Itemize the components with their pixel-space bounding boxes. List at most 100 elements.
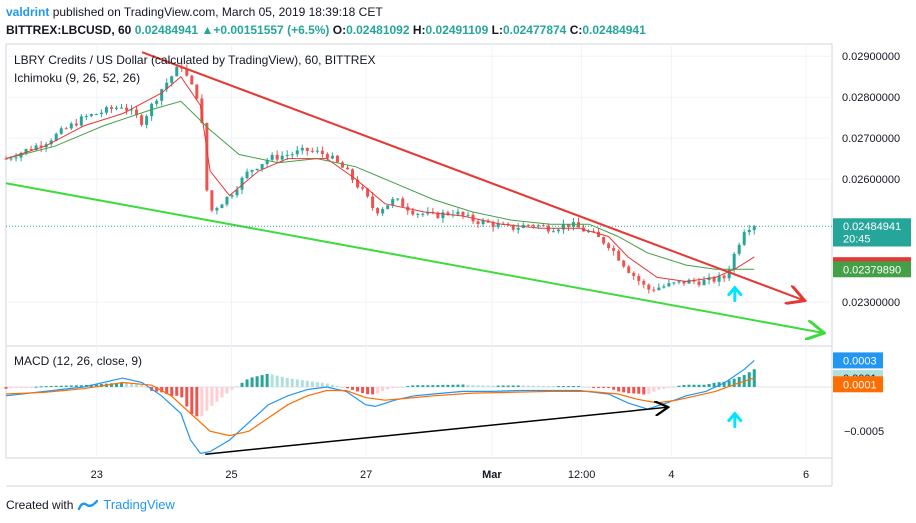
macd-histogram-bar: [29, 386, 33, 388]
candle-body: [39, 145, 43, 148]
macd-histogram-bar: [597, 386, 601, 388]
macd-histogram-bar: [662, 386, 666, 389]
candle-body: [155, 100, 159, 104]
candle-body: [687, 279, 691, 284]
macd-histogram-bar: [677, 385, 681, 387]
candle-body: [662, 286, 666, 288]
macd-label: MACD (12, 26, close, 9): [14, 354, 143, 368]
price-axis-badge-text: 20:45: [843, 234, 871, 246]
macd-histogram-bar: [511, 385, 515, 387]
candle-body: [742, 232, 746, 245]
candle-body: [391, 199, 395, 206]
macd-histogram-bar: [727, 380, 731, 387]
candle-body: [24, 149, 28, 153]
macd-histogram-bar: [170, 386, 174, 396]
candle-body: [4, 158, 8, 160]
candle-body: [747, 229, 751, 233]
macd-histogram-bar: [476, 385, 480, 387]
candle-body: [677, 281, 681, 283]
candle-body: [576, 222, 580, 228]
tradingview-brand[interactable]: TradingView: [103, 497, 175, 512]
candle-body: [170, 76, 174, 83]
candle-body: [109, 107, 113, 109]
macd-histogram-bar: [340, 386, 344, 388]
publish-info: valdrint published on TradingView.com, M…: [6, 5, 383, 19]
macd-axis-badge: [833, 352, 883, 369]
price-axis-badge-text: 0.02484941: [843, 221, 901, 233]
macd-histogram-bar: [506, 385, 510, 387]
macd-histogram-bar: [521, 385, 525, 387]
candle-body: [130, 109, 134, 111]
macd-layer: [4, 359, 832, 455]
macd-histogram-bar: [54, 385, 58, 387]
candle-body: [607, 243, 611, 249]
macd-histogram-bar: [69, 385, 73, 387]
macd-histogram-bar: [310, 381, 314, 387]
candle-body: [481, 220, 485, 225]
candle-body: [145, 116, 149, 125]
candle-body: [29, 149, 33, 151]
symbol-label: BITTREX:LBCUSD, 60: [6, 23, 132, 37]
price-axis-badge: [833, 218, 911, 235]
macd-histogram-bar: [245, 379, 249, 387]
candle-body: [340, 162, 344, 168]
macd-histogram-bar: [461, 384, 465, 387]
low-label: L:: [491, 23, 503, 37]
macd-histogram-bar: [406, 386, 410, 388]
candle-body: [526, 224, 530, 226]
macd-axis-badge: [833, 376, 883, 393]
candle-body: [165, 82, 169, 90]
candle-body: [627, 266, 631, 273]
candle-body: [516, 227, 520, 230]
macd-histogram-bar: [356, 386, 360, 392]
grid: [6, 46, 832, 456]
macd-histogram-bar: [386, 386, 390, 390]
candle-body: [647, 284, 651, 290]
price-tick-label: 0.02700000: [842, 133, 900, 145]
macd-histogram-bar: [94, 384, 98, 387]
candle-body: [300, 147, 304, 151]
candle-body: [200, 98, 204, 123]
macd-histogram-bar: [456, 384, 460, 387]
publisher-username[interactable]: valdrint: [6, 5, 50, 19]
macd-histogram-bar: [320, 382, 324, 387]
candle-body: [220, 204, 224, 209]
macd-histogram-bar: [682, 385, 686, 387]
candle-body: [225, 196, 229, 205]
macd-histogram-bar: [441, 384, 445, 387]
macd-histogram-bar: [4, 386, 8, 389]
candle-body: [366, 188, 370, 197]
candle-body: [361, 187, 365, 189]
macd-histogram-bar: [290, 378, 294, 387]
macd-histogram-bar: [74, 385, 78, 387]
macd-histogram-bar: [481, 385, 485, 387]
candle-body: [195, 84, 199, 99]
candle-body: [280, 155, 284, 160]
candle-body: [652, 289, 656, 291]
candle-body: [712, 277, 716, 282]
candle-body: [612, 248, 616, 251]
open-label: O:: [332, 23, 347, 37]
macd-histogram-bar: [426, 385, 430, 387]
macd-histogram-bar: [381, 386, 385, 392]
macd-histogram-bar: [361, 386, 365, 394]
candle-body: [140, 115, 144, 125]
candle-body: [617, 250, 621, 261]
macd-histogram-bar: [270, 374, 274, 387]
macd-histogram-bar: [436, 385, 440, 387]
candle-body: [69, 123, 73, 129]
macd-histogram-bar: [190, 386, 194, 415]
macd-histogram-bar: [627, 386, 631, 394]
macd-histogram-bar: [49, 385, 53, 387]
candle-body: [561, 224, 565, 230]
macd-histogram-bar: [175, 386, 179, 396]
candle-body: [89, 114, 93, 117]
macd-axis-badge-text: 0.0001: [843, 379, 877, 391]
macd-histogram-bar: [707, 383, 711, 387]
time-tick-label: 23: [91, 469, 103, 481]
macd-histogram-bar: [250, 377, 254, 387]
macd-histogram-bar: [305, 380, 309, 387]
candle-body: [275, 154, 279, 160]
candle-body: [9, 158, 13, 160]
